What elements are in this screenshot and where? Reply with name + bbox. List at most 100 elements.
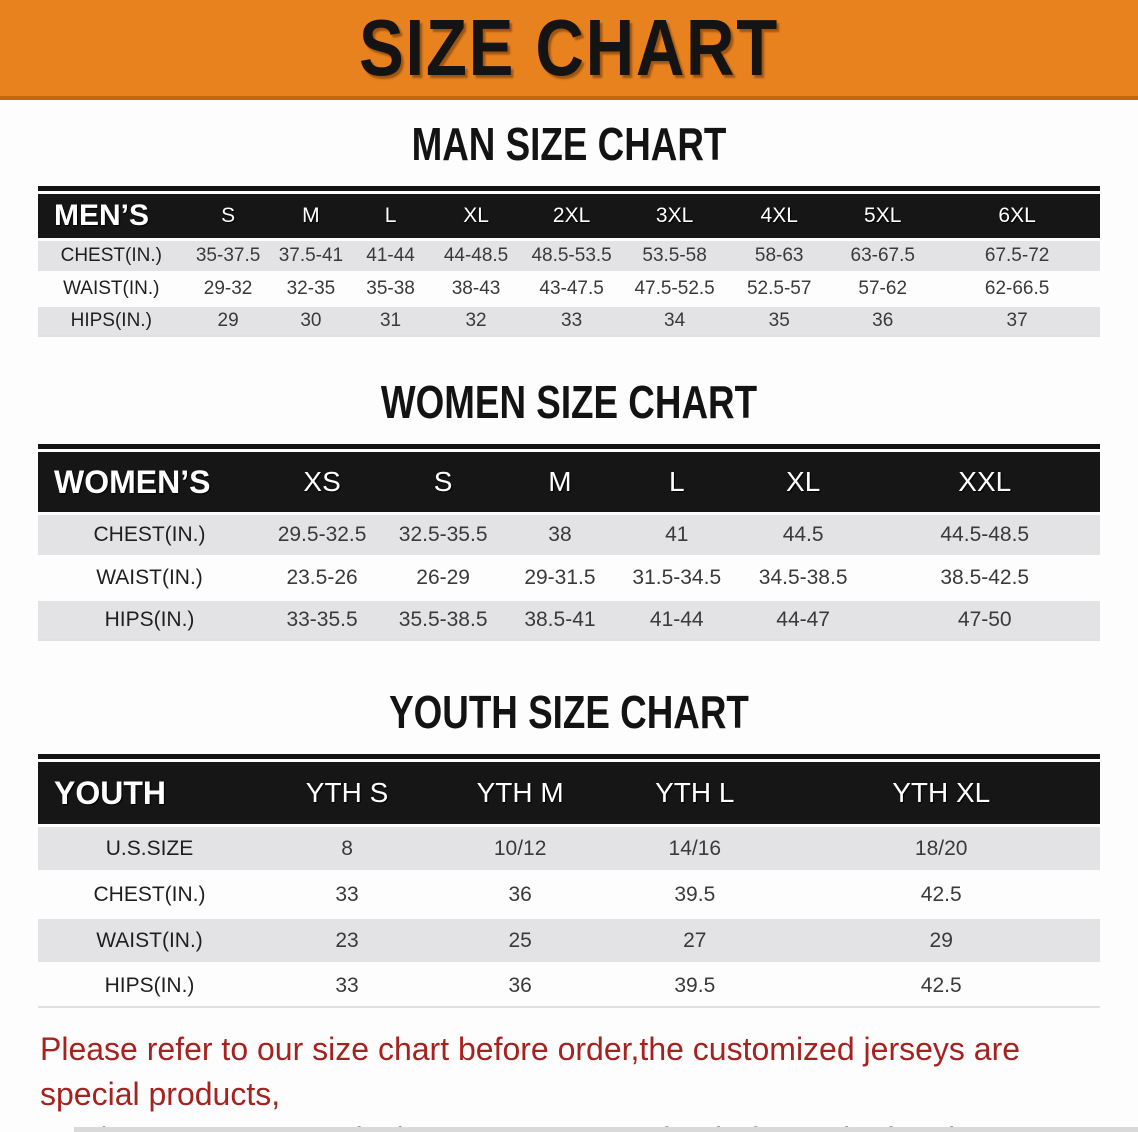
value-cell: 33 (261, 965, 434, 1008)
table-row: CHEST(IN.) 35-37.5 37.5-41 41-44 44-48.5 48.5… (38, 241, 1100, 271)
value-cell: 29 (184, 307, 272, 337)
size-header-cell: 3XL (622, 194, 728, 238)
value-cell: 36 (433, 873, 608, 916)
value-cell: 35-38 (350, 274, 431, 304)
value-cell: 41-44 (350, 241, 431, 271)
table-row: HIPS(IN.) 29 30 31 32 33 34 35 36 37 (38, 307, 1100, 337)
value-cell: 41 (616, 515, 737, 555)
size-header-cell: YTH L (607, 762, 783, 824)
table-row: WAIST(IN.) 23.5-26 26-29 29-31.5 31.5-34.5 34… (38, 558, 1100, 598)
value-cell: 33 (261, 873, 434, 916)
size-header-cell: L (616, 452, 737, 512)
value-cell: 53.5-58 (622, 241, 728, 271)
size-header-cell: M (503, 452, 617, 512)
row-label-cell: CHEST(IN.) (38, 873, 262, 916)
row-label-cell: HIPS(IN.) (38, 307, 185, 337)
value-cell: 30 (271, 307, 351, 337)
size-header-cell: 6XL (934, 194, 1100, 238)
row-label-cell: WAIST(IN.) (38, 558, 262, 598)
row-label-cell: CHEST(IN.) (38, 241, 185, 271)
value-cell: 44-47 (736, 601, 870, 641)
value-cell: 63-67.5 (831, 241, 935, 271)
value-cell: 36 (433, 965, 608, 1008)
value-cell: 44.5-48.5 (869, 515, 1100, 555)
table-title-cell: YOUTH (38, 762, 262, 824)
value-cell: 31 (350, 307, 431, 337)
youth-size-table: YOUTH YTH S YTH M YTH L YTH XL U.S.SIZE 8 10/12… (38, 759, 1100, 1011)
row-label-cell: U.S.SIZE (38, 827, 262, 870)
table-title-cell: WOMEN’S (38, 452, 262, 512)
value-cell: 35.5-38.5 (383, 601, 504, 641)
value-cell: 41-44 (616, 601, 737, 641)
size-header-cell: S (383, 452, 504, 512)
table-row: WAIST(IN.) 23 25 27 29 (38, 919, 1100, 962)
value-cell: 29-31.5 (503, 558, 617, 598)
value-cell: 42.5 (782, 873, 1100, 916)
value-cell: 35-37.5 (184, 241, 272, 271)
women-table-wrap: WOMEN’S XS S M L XL XXL CHEST(IN.) 29.5-32.5 32.5… (38, 444, 1100, 644)
size-header-cell: S (184, 194, 272, 238)
banner: SIZE CHART (0, 0, 1138, 100)
notice-line-2: we don't accept cancel, change, teturn o… (40, 1117, 1108, 1132)
size-header-cell: XL (430, 194, 522, 238)
table-row: WAIST(IN.) 29-32 32-35 35-38 38-43 43-47.5 47.… (38, 274, 1100, 304)
table-row: HIPS(IN.) 33-35.5 35.5-38.5 38.5-41 41-44 44-… (38, 601, 1100, 641)
bottom-edge-strip (74, 1127, 1138, 1132)
value-cell: 43-47.5 (521, 274, 623, 304)
value-cell: 47.5-52.5 (622, 274, 728, 304)
man-section-title: MAN SIZE CHART (411, 118, 727, 170)
value-cell: 39.5 (607, 873, 783, 916)
value-cell: 36 (831, 307, 935, 337)
men-size-table: MEN’S S M L XL 2XL 3XL 4XL 5XL 6XL CHEST(IN.) 35-37… (38, 191, 1100, 340)
header-row: WOMEN’S XS S M L XL XXL (38, 452, 1100, 512)
value-cell: 44.5 (736, 515, 870, 555)
row-label-cell: CHEST(IN.) (38, 515, 262, 555)
value-cell: 47-50 (869, 601, 1100, 641)
value-cell: 42.5 (782, 965, 1100, 1008)
value-cell: 57-62 (831, 274, 935, 304)
size-header-cell: 4XL (727, 194, 832, 238)
value-cell: 35 (727, 307, 832, 337)
size-header-cell: L (350, 194, 431, 238)
value-cell: 23.5-26 (261, 558, 384, 598)
value-cell: 34.5-38.5 (736, 558, 870, 598)
women-size-table: WOMEN’S XS S M L XL XXL CHEST(IN.) 29.5-32.5 32.5… (38, 449, 1100, 644)
value-cell: 37 (934, 307, 1100, 337)
youth-table-wrap: YOUTH YTH S YTH M YTH L YTH XL U.S.SIZE 8 10/12… (38, 754, 1100, 1011)
value-cell: 37.5-41 (271, 241, 351, 271)
value-cell: 38-43 (430, 274, 522, 304)
row-label-cell: HIPS(IN.) (38, 601, 262, 641)
value-cell: 52.5-57 (727, 274, 832, 304)
value-cell: 25 (433, 919, 608, 962)
size-header-cell: XXL (869, 452, 1100, 512)
men-table-wrap: MEN’S S M L XL 2XL 3XL 4XL 5XL 6XL CHEST(IN.) 35-37… (38, 186, 1100, 340)
value-cell: 10/12 (433, 827, 608, 870)
table-row: HIPS(IN.) 33 36 39.5 42.5 (38, 965, 1100, 1008)
value-cell: 14/16 (607, 827, 783, 870)
value-cell: 39.5 (607, 965, 783, 1008)
row-label-cell: WAIST(IN.) (38, 274, 185, 304)
value-cell: 62-66.5 (934, 274, 1100, 304)
value-cell: 32 (430, 307, 522, 337)
value-cell: 38.5-42.5 (869, 558, 1100, 598)
value-cell: 32-35 (271, 274, 351, 304)
value-cell: 67.5-72 (934, 241, 1100, 271)
value-cell: 8 (261, 827, 434, 870)
table-row: CHEST(IN.) 29.5-32.5 32.5-35.5 38 41 44.5 44.5… (38, 515, 1100, 555)
value-cell: 38 (503, 515, 617, 555)
notice-line-1: Please refer to our size chart before or… (40, 1031, 1021, 1112)
value-cell: 44-48.5 (430, 241, 522, 271)
value-cell: 31.5-34.5 (616, 558, 737, 598)
value-cell: 33-35.5 (261, 601, 384, 641)
value-cell: 23 (261, 919, 434, 962)
row-label-cell: HIPS(IN.) (38, 965, 262, 1008)
value-cell: 32.5-35.5 (383, 515, 504, 555)
table-row: U.S.SIZE 8 10/12 14/16 18/20 (38, 827, 1100, 870)
size-header-cell: YTH M (433, 762, 608, 824)
value-cell: 29-32 (184, 274, 272, 304)
value-cell: 29 (782, 919, 1100, 962)
header-row: MEN’S S M L XL 2XL 3XL 4XL 5XL 6XL (38, 194, 1100, 238)
women-section-title: WOMEN SIZE CHART (380, 376, 758, 428)
table-row: CHEST(IN.) 33 36 39.5 42.5 (38, 873, 1100, 916)
